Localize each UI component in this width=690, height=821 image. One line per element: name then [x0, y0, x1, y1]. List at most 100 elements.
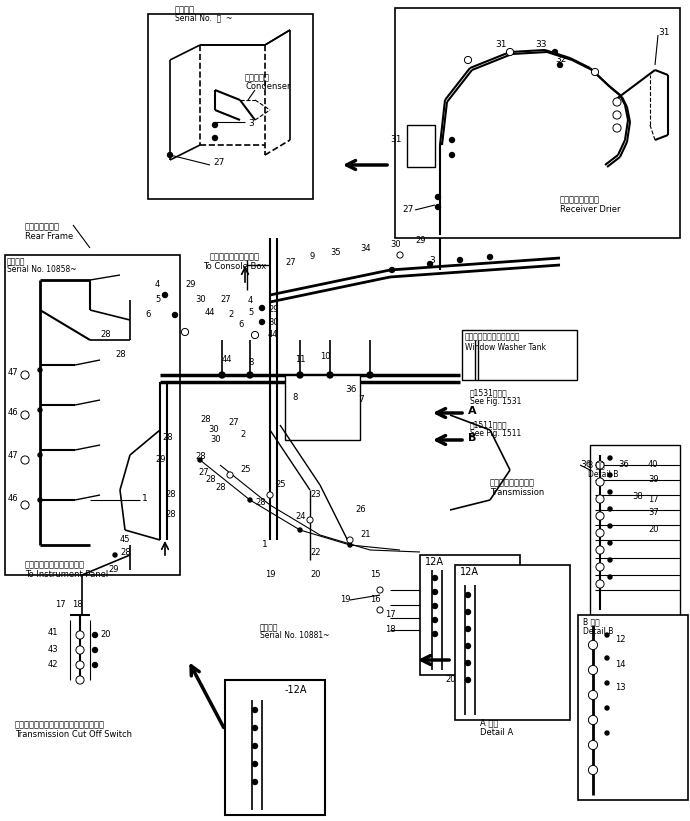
Text: Receiver Drier: Receiver Drier	[560, 205, 620, 214]
Text: 2: 2	[228, 310, 233, 319]
Circle shape	[449, 137, 455, 143]
Circle shape	[613, 124, 621, 132]
Text: 35: 35	[330, 248, 341, 257]
Text: 19: 19	[340, 595, 351, 604]
Circle shape	[605, 731, 609, 735]
Text: 12A: 12A	[425, 557, 444, 567]
Text: Detail B: Detail B	[583, 627, 613, 636]
Circle shape	[251, 332, 259, 338]
Text: 29: 29	[155, 455, 166, 464]
Text: 31: 31	[658, 28, 669, 37]
Text: 28: 28	[162, 433, 172, 442]
Text: 29: 29	[108, 565, 119, 574]
Text: Window Washer Tank: Window Washer Tank	[465, 343, 546, 352]
Circle shape	[613, 111, 621, 119]
Circle shape	[21, 371, 28, 378]
Circle shape	[397, 252, 402, 258]
Circle shape	[21, 456, 28, 464]
Circle shape	[435, 204, 440, 209]
Bar	[148, 14, 313, 199]
Circle shape	[252, 332, 258, 338]
Text: 8: 8	[248, 358, 253, 367]
Text: 27: 27	[198, 468, 208, 477]
Circle shape	[76, 661, 84, 669]
Circle shape	[507, 49, 513, 55]
Circle shape	[589, 666, 597, 674]
Circle shape	[433, 603, 437, 608]
Circle shape	[433, 617, 437, 622]
Text: 33: 33	[535, 40, 546, 49]
Text: 24: 24	[295, 512, 306, 521]
Text: Rear Frame: Rear Frame	[25, 232, 73, 241]
Text: 18: 18	[72, 600, 83, 609]
Text: 20: 20	[648, 525, 658, 534]
Circle shape	[21, 502, 28, 508]
Text: 47: 47	[8, 368, 19, 377]
Text: B: B	[468, 433, 476, 443]
Circle shape	[596, 512, 604, 520]
Circle shape	[608, 456, 612, 460]
Text: 28: 28	[120, 548, 130, 557]
Text: ウィンドウォッシャタンク: ウィンドウォッシャタンク	[465, 332, 520, 341]
Circle shape	[77, 646, 83, 654]
Circle shape	[613, 125, 620, 131]
Bar	[407, 125, 435, 167]
Text: 21: 21	[360, 530, 371, 539]
Text: 22: 22	[310, 548, 320, 557]
Text: 42: 42	[48, 660, 59, 669]
Bar	[420, 555, 520, 675]
Circle shape	[596, 495, 604, 502]
Text: 適用号機: 適用号機	[260, 623, 279, 632]
Circle shape	[466, 609, 471, 614]
Text: 31: 31	[495, 40, 506, 49]
Text: 2: 2	[240, 430, 245, 439]
Circle shape	[21, 501, 29, 509]
Circle shape	[77, 677, 83, 684]
Text: 19: 19	[265, 570, 275, 579]
Circle shape	[589, 716, 597, 724]
Text: 25: 25	[275, 480, 286, 489]
Text: 27: 27	[228, 418, 239, 427]
Text: To Instrument Panel: To Instrument Panel	[25, 570, 108, 579]
Text: 28: 28	[165, 490, 176, 499]
Circle shape	[228, 472, 233, 478]
Circle shape	[253, 726, 257, 731]
Bar	[462, 330, 577, 380]
Text: 44: 44	[268, 330, 279, 339]
Circle shape	[589, 641, 597, 649]
Circle shape	[433, 576, 437, 580]
Text: Transmission: Transmission	[490, 488, 544, 497]
Circle shape	[488, 255, 493, 259]
Text: 29: 29	[185, 280, 195, 289]
Circle shape	[77, 662, 83, 668]
Text: 30: 30	[210, 435, 221, 444]
Circle shape	[596, 563, 604, 571]
Bar	[578, 615, 688, 800]
Circle shape	[589, 715, 598, 724]
Circle shape	[298, 528, 302, 532]
Circle shape	[613, 99, 620, 106]
Text: 30: 30	[208, 425, 219, 434]
Circle shape	[506, 48, 513, 56]
Text: 11: 11	[295, 355, 306, 364]
Text: 20: 20	[310, 570, 320, 579]
Bar	[590, 445, 680, 620]
Circle shape	[591, 68, 598, 76]
Text: 45: 45	[120, 535, 130, 544]
Circle shape	[38, 368, 42, 372]
Circle shape	[347, 538, 353, 543]
Circle shape	[433, 589, 437, 594]
Text: 23: 23	[310, 490, 321, 499]
Text: トランスミッション: トランスミッション	[490, 478, 535, 487]
Circle shape	[589, 691, 597, 699]
Circle shape	[589, 690, 598, 699]
Text: 34: 34	[360, 244, 371, 253]
Text: Serial No.  ・  ~: Serial No. ・ ~	[175, 13, 233, 22]
Circle shape	[213, 135, 217, 140]
Bar	[225, 680, 325, 815]
Circle shape	[592, 69, 598, 75]
Text: 3: 3	[429, 255, 435, 264]
Circle shape	[268, 493, 273, 498]
Circle shape	[389, 268, 395, 273]
Text: 28: 28	[195, 452, 206, 461]
